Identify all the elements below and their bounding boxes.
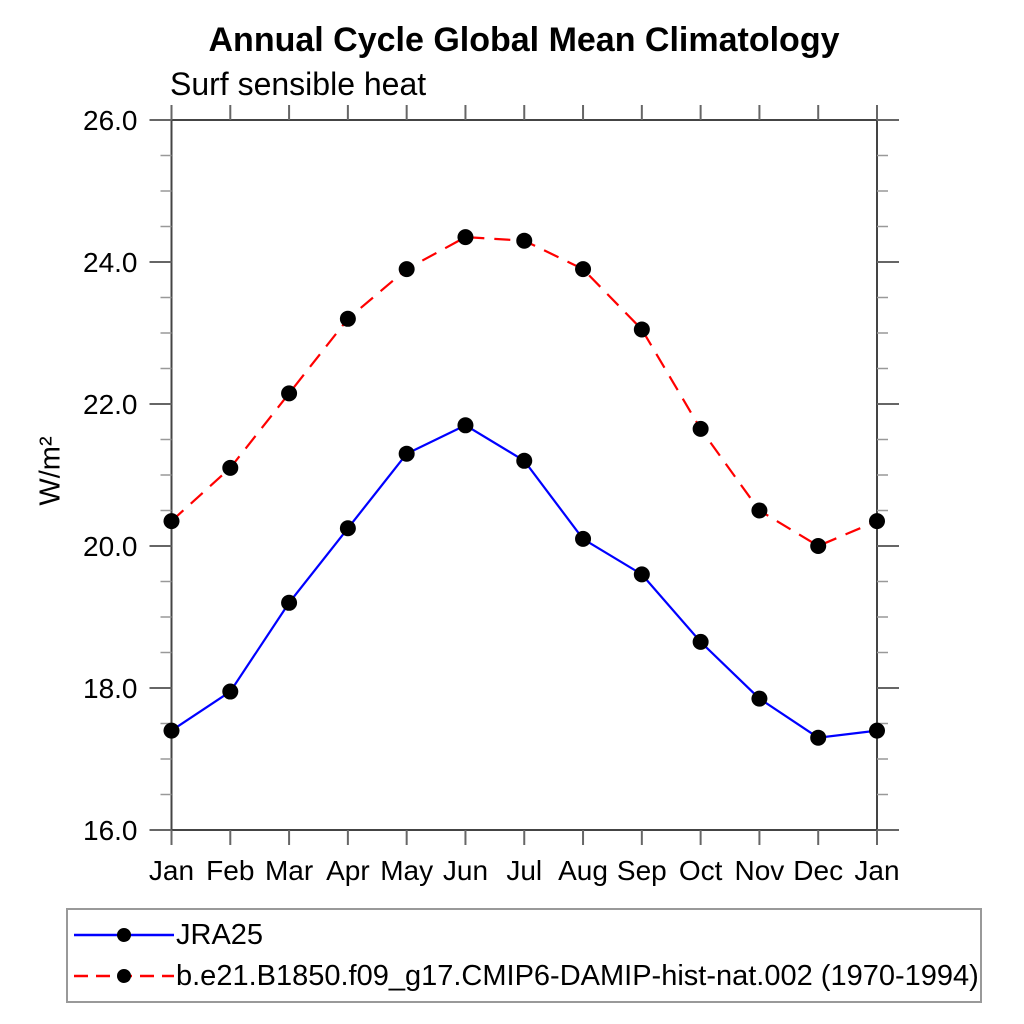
data-point-1-Sep xyxy=(633,321,650,338)
plot-frame xyxy=(170,119,878,831)
data-point-1-Jan xyxy=(163,513,180,530)
y-tick-label: 18.0 xyxy=(83,673,138,704)
data-point-1-Aug xyxy=(575,261,592,278)
y-tick-label: 16.0 xyxy=(83,815,138,846)
chart-subtitle: Surf sensible heat xyxy=(170,66,427,102)
legend-item-model: b.e21.B1850.f09_g17.CMIP6-DAMIP-hist-nat… xyxy=(68,957,979,995)
x-tick-label: Oct xyxy=(679,855,723,886)
series-line-0 xyxy=(170,424,878,739)
y-tick-label: 22.0 xyxy=(83,389,138,420)
x-tick-label: Mar xyxy=(265,855,313,886)
legend-label-obs: JRA25 xyxy=(176,918,264,951)
x-tick-label: May xyxy=(380,855,433,886)
legend: JRA25 b.e21.B1850.f09_g17.CMIP6-DAMIP-hi… xyxy=(66,908,982,1003)
data-point-1-Nov xyxy=(751,502,768,519)
y-tick-label: 20.0 xyxy=(83,531,138,562)
data-point-1-Jun xyxy=(457,229,474,246)
data-point-1-Dec xyxy=(810,538,827,554)
data-point-0-Nov xyxy=(751,690,768,707)
data-point-1-May xyxy=(398,261,415,278)
data-point-1-Jan xyxy=(869,513,885,530)
data-point-0-Feb xyxy=(222,683,239,700)
y-tick-label: 24.0 xyxy=(83,247,138,278)
data-point-1-Feb xyxy=(222,459,239,476)
series-line-1 xyxy=(170,235,878,548)
data-point-0-Mar xyxy=(281,594,298,611)
x-tick-label: Jan xyxy=(854,855,899,886)
data-point-1-Mar xyxy=(281,385,298,402)
legend-label-model: b.e21.B1850.f09_g17.CMIP6-DAMIP-hist-nat… xyxy=(176,959,979,992)
legend-marker-dot xyxy=(117,928,131,942)
data-point-0-Aug xyxy=(575,530,592,547)
data-point-0-Jan xyxy=(163,722,180,739)
chart-title: Annual Cycle Global Mean Climatology xyxy=(208,21,840,59)
legend-marker-dot xyxy=(117,969,131,983)
legend-line-sample-dashed xyxy=(74,969,174,983)
y-tick-label: 26.0 xyxy=(83,105,138,136)
x-tick-label: Nov xyxy=(735,855,785,886)
x-tick-label: Dec xyxy=(793,855,843,886)
x-tick-label: Jul xyxy=(506,855,542,886)
data-point-0-Sep xyxy=(633,566,650,583)
data-point-0-Apr xyxy=(339,520,356,537)
x-tick-label: Sep xyxy=(617,855,667,886)
x-tick-label: Feb xyxy=(206,855,254,886)
data-point-1-Oct xyxy=(692,420,709,437)
data-point-1-Apr xyxy=(339,310,356,327)
x-tick-label: Apr xyxy=(326,855,370,886)
x-tick-label: Aug xyxy=(558,855,608,886)
data-point-1-Jul xyxy=(516,232,533,249)
legend-item-obs: JRA25 xyxy=(68,916,263,954)
data-point-0-Jul xyxy=(516,452,533,469)
data-point-0-Jan xyxy=(869,722,885,739)
data-point-0-Oct xyxy=(692,633,709,650)
data-point-0-Jun xyxy=(457,417,474,434)
data-point-0-May xyxy=(398,445,415,462)
x-tick-label: Jan xyxy=(149,855,194,886)
x-tick-label: Jun xyxy=(443,855,488,886)
legend-line-sample-solid xyxy=(74,928,174,942)
data-point-0-Dec xyxy=(810,729,827,746)
